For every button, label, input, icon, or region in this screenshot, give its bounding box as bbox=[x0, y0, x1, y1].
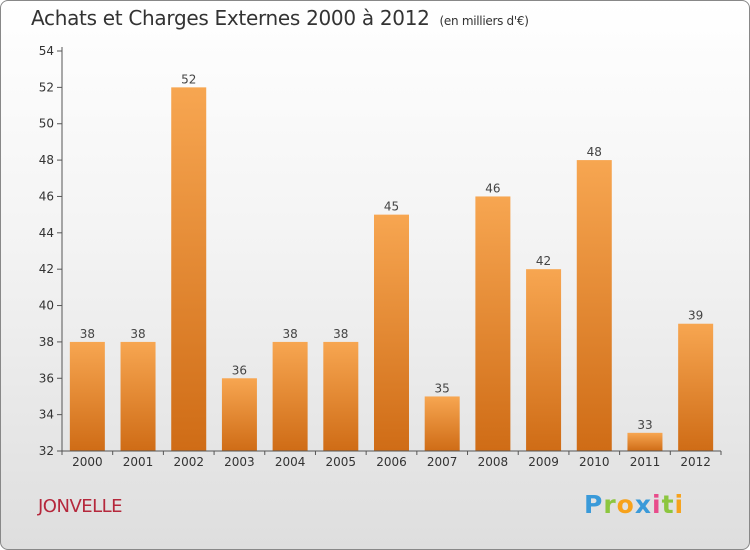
data-label-2012: 39 bbox=[688, 309, 703, 323]
bar-2001 bbox=[120, 341, 156, 451]
x-tick-label-2007: 2007 bbox=[427, 455, 458, 469]
data-label-2011: 33 bbox=[637, 418, 652, 432]
bar-2004 bbox=[272, 341, 308, 451]
chart-title-unit: (en milliers d'€) bbox=[439, 14, 529, 28]
data-label-2008: 46 bbox=[485, 181, 500, 195]
x-tick-label-2008: 2008 bbox=[478, 455, 509, 469]
bar-2000 bbox=[69, 341, 105, 451]
y-tick-label-42: 42 bbox=[39, 262, 54, 276]
logo-letter: i bbox=[652, 490, 662, 519]
y-tick-label-54: 54 bbox=[39, 44, 54, 58]
data-label-2007: 35 bbox=[435, 381, 450, 395]
logo-letter: o bbox=[616, 490, 635, 519]
bar-2003 bbox=[221, 378, 257, 451]
bar-2005 bbox=[323, 341, 359, 451]
bar-2002 bbox=[171, 87, 207, 451]
bar-2011 bbox=[627, 432, 663, 451]
data-label-2005: 38 bbox=[333, 327, 348, 341]
logo-letter: P bbox=[584, 490, 604, 519]
y-tick-label-50: 50 bbox=[39, 117, 54, 131]
bar-2009 bbox=[526, 269, 562, 451]
x-tick-label-2004: 2004 bbox=[275, 455, 306, 469]
y-tick-label-44: 44 bbox=[39, 226, 54, 240]
x-tick-label-2006: 2006 bbox=[376, 455, 407, 469]
logo-letter: x bbox=[634, 490, 652, 519]
bar-2007 bbox=[424, 396, 460, 451]
bar-2008 bbox=[475, 196, 511, 451]
data-label-2000: 38 bbox=[80, 327, 95, 341]
bar-2006 bbox=[374, 214, 409, 451]
x-tick-label-2000: 2000 bbox=[72, 455, 103, 469]
data-label-2009: 42 bbox=[536, 254, 551, 268]
y-tick-label-46: 46 bbox=[39, 189, 54, 203]
data-label-2001: 38 bbox=[130, 327, 145, 341]
y-tick-label-40: 40 bbox=[39, 299, 54, 313]
chart-title: Achats et Charges Externes 2000 à 2012 (e… bbox=[31, 6, 529, 30]
bar-2012 bbox=[678, 323, 714, 451]
commune-name: JONVELLE bbox=[38, 496, 123, 517]
x-tick-label-2003: 2003 bbox=[224, 455, 255, 469]
data-label-2006: 45 bbox=[384, 200, 399, 214]
x-tick-label-2012: 2012 bbox=[680, 455, 711, 469]
data-label-2003: 36 bbox=[232, 363, 247, 377]
y-tick-label-48: 48 bbox=[39, 153, 54, 167]
x-tick-label-2009: 2009 bbox=[528, 455, 559, 469]
x-tick-label-2005: 2005 bbox=[326, 455, 357, 469]
y-tick-label-36: 36 bbox=[39, 371, 54, 385]
y-tick-label-38: 38 bbox=[39, 335, 54, 349]
x-tick-label-2011: 2011 bbox=[630, 455, 661, 469]
x-tick-label-2010: 2010 bbox=[579, 455, 610, 469]
y-tick-label-34: 34 bbox=[39, 408, 54, 422]
logo-letter: i bbox=[674, 490, 685, 519]
chart-title-main: Achats et Charges Externes 2000 à 2012 bbox=[31, 6, 430, 30]
logo-letter: t bbox=[661, 490, 675, 519]
data-label-2004: 38 bbox=[282, 327, 297, 341]
y-tick-label-52: 52 bbox=[39, 80, 54, 94]
data-label-2002: 52 bbox=[181, 72, 196, 86]
bar-2010 bbox=[576, 160, 612, 451]
data-label-2010: 48 bbox=[587, 145, 602, 159]
logo-letter: r bbox=[603, 490, 617, 519]
y-tick-label-32: 32 bbox=[39, 444, 54, 458]
x-tick-label-2001: 2001 bbox=[123, 455, 154, 469]
x-tick-label-2002: 2002 bbox=[173, 455, 204, 469]
proxiti-logo[interactable]: Proxiti bbox=[584, 490, 684, 519]
